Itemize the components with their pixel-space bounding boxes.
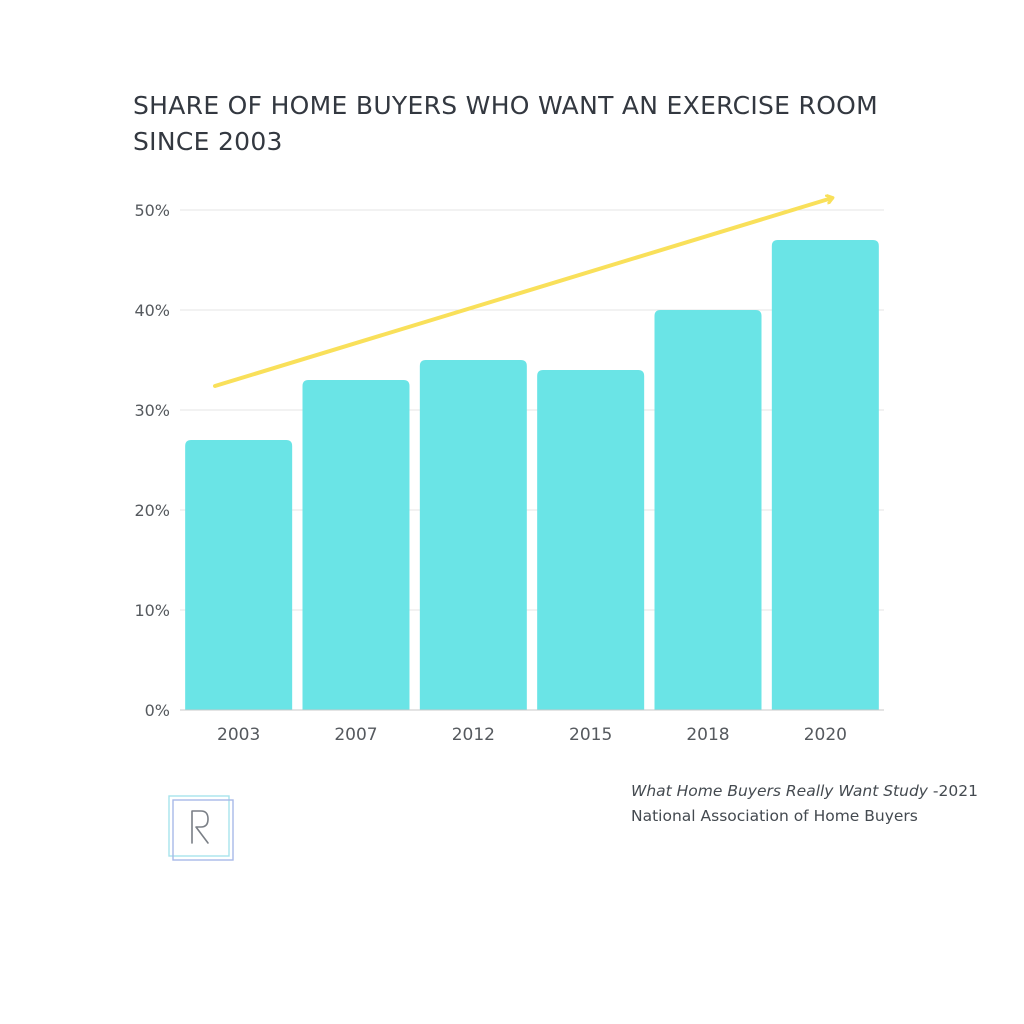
source-organization: National Association of Home Buyers <box>631 807 918 825</box>
y-tick-label: 30% <box>134 401 170 420</box>
x-tick-label: 2018 <box>686 725 729 745</box>
y-tick-labels: 0% 10% 20% 30% 40% 50% <box>134 201 170 720</box>
x-tick-label: 2003 <box>217 725 260 745</box>
x-tick-label: 2020 <box>804 725 847 745</box>
source-study-year: -2021 <box>927 782 978 800</box>
bars <box>185 240 879 710</box>
y-tick-label: 10% <box>134 601 170 620</box>
y-tick-label: 0% <box>145 701 170 720</box>
y-tick-label: 20% <box>134 501 170 520</box>
logo-letter <box>191 810 209 844</box>
bar-2018 <box>654 310 762 710</box>
chart-title: SHARE OF HOME BUYERS WHO WANT AN EXERCIS… <box>133 88 953 160</box>
bar-2015 <box>537 370 645 710</box>
chart-title-line-1: SHARE OF HOME BUYERS WHO WANT AN EXERCIS… <box>133 91 879 120</box>
bar-2003 <box>185 440 293 710</box>
x-tick-labels: 2003 2007 2012 2015 2018 2020 <box>217 725 847 745</box>
x-tick-label: 2012 <box>452 725 495 745</box>
bar-2007 <box>302 380 410 710</box>
y-tick-label: 50% <box>134 201 170 220</box>
source-study-line: What Home Buyers Really Want Study -2021 <box>631 779 978 804</box>
x-tick-label: 2015 <box>569 725 612 745</box>
logo-frame-front <box>172 799 234 861</box>
source-attribution: What Home Buyers Really Want Study -2021… <box>631 779 978 829</box>
x-tick-label: 2007 <box>334 725 377 745</box>
chart-title-line-2: SINCE 2003 <box>133 127 283 156</box>
bar-2020 <box>771 240 879 710</box>
trend-arrow-group <box>213 198 832 388</box>
trend-arrow <box>213 198 832 388</box>
logo-r-icon <box>168 795 234 861</box>
gridlines <box>180 209 884 611</box>
logo-frame-back <box>168 795 230 857</box>
source-study-name: What Home Buyers Really Want Study <box>631 782 928 800</box>
y-tick-label: 40% <box>134 301 170 320</box>
bar-2012 <box>419 360 527 710</box>
